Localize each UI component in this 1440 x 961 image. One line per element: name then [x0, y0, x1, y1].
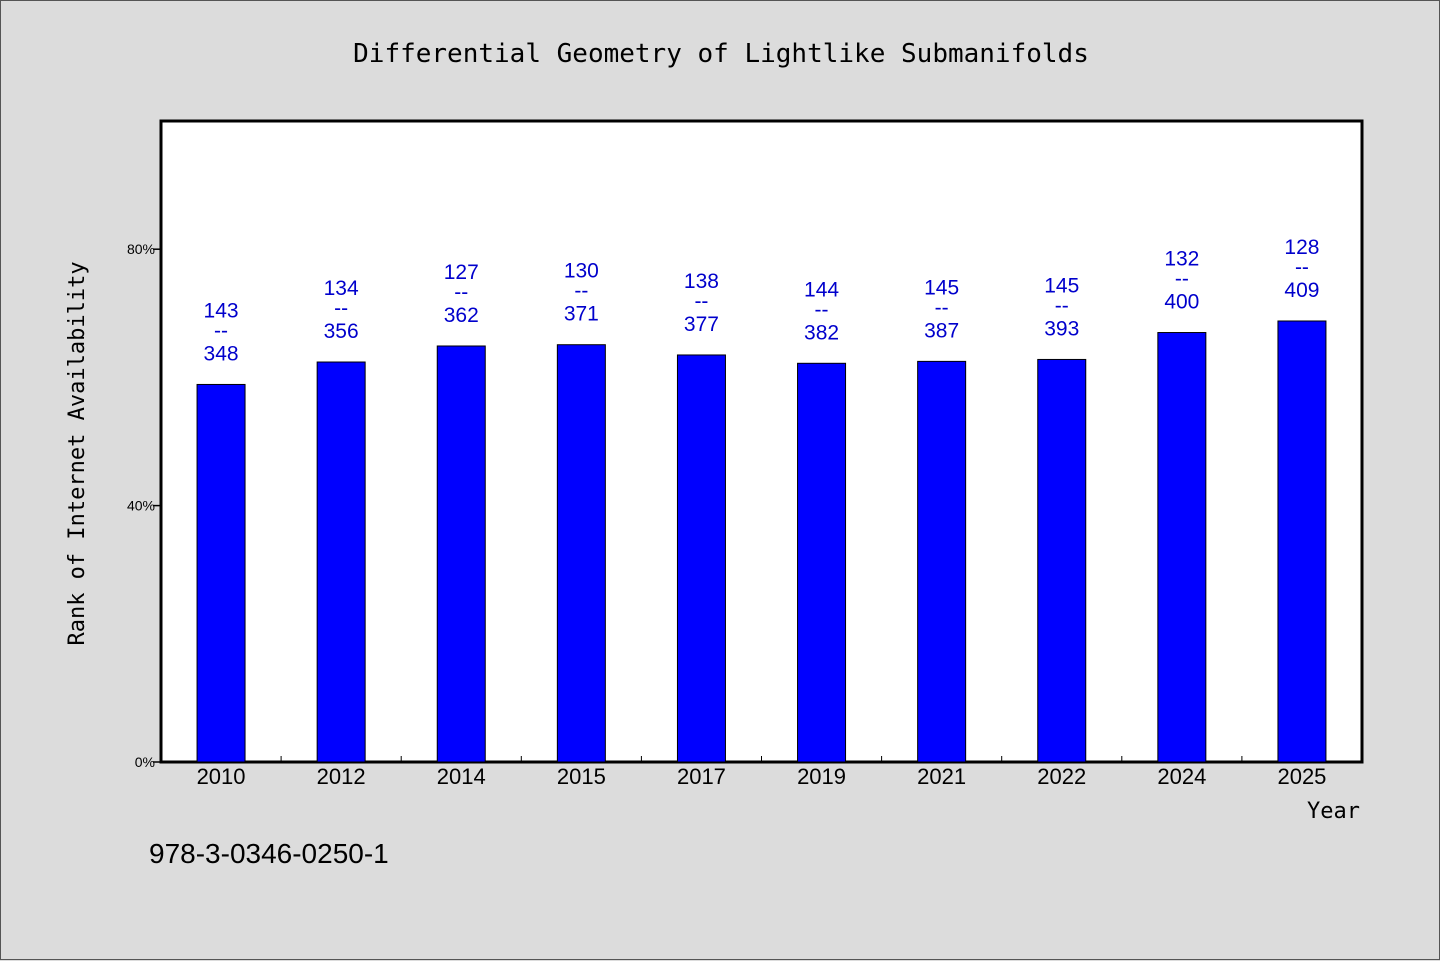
- bar-2025: [1277, 320, 1327, 763]
- bar-label-top: 143: [204, 299, 239, 322]
- y-tick-label: 40%: [127, 498, 155, 514]
- bar-label-bottom: 362: [444, 304, 479, 327]
- bar-label-bottom: 377: [684, 313, 719, 336]
- y-axis-title: Rank of Internet Availability: [65, 261, 90, 645]
- x-tick-label: 2012: [317, 764, 366, 789]
- bar-label-separator: --: [454, 281, 468, 304]
- bar-2024: [1157, 332, 1207, 763]
- x-tick-label: 2021: [917, 764, 966, 789]
- bar-label-separator: --: [574, 280, 588, 303]
- bar-2014: [436, 345, 486, 763]
- bar-2017: [676, 354, 726, 763]
- x-tick-label: 2014: [437, 764, 486, 789]
- bar-label-top: 138: [684, 270, 719, 293]
- x-tick-label: 2025: [1277, 764, 1326, 789]
- bar-2019: [797, 362, 847, 763]
- bar-label-separator: --: [334, 297, 348, 320]
- bar-label-bottom: 387: [924, 319, 959, 342]
- bar-label-top: 145: [924, 276, 959, 299]
- x-axis-title: Year: [1307, 799, 1360, 824]
- bar-label-separator: --: [935, 296, 949, 319]
- bar-label-bottom: 348: [204, 342, 239, 365]
- y-tick-label: 80%: [127, 241, 155, 257]
- bar-2015: [556, 344, 606, 763]
- bar-label-bottom: 409: [1284, 279, 1319, 302]
- chart-title: Differential Geometry of Lightlike Subma…: [353, 39, 1089, 69]
- bar-label-top: 145: [1044, 274, 1079, 297]
- bar-label-top: 134: [324, 277, 359, 300]
- bar-label-separator: --: [694, 290, 708, 313]
- bar-label-separator: --: [214, 319, 228, 342]
- bar-label-top: 128: [1284, 236, 1319, 259]
- bar-2022: [1037, 358, 1087, 763]
- bar-label-separator: --: [1295, 256, 1309, 279]
- x-tick-label: 2010: [197, 764, 246, 789]
- bar-label-top: 144: [804, 278, 839, 301]
- isbn-label: 978-3-0346-0250-1: [149, 838, 389, 869]
- bar-label-bottom: 393: [1044, 317, 1079, 340]
- y-axis: 0% 40% 80%: [127, 241, 161, 770]
- bar-label-bottom: 382: [804, 321, 839, 344]
- bar-label-bottom: 371: [564, 303, 599, 326]
- x-tick-label: 2015: [557, 764, 606, 789]
- bar-2012: [316, 361, 366, 763]
- bar-label-separator: --: [1055, 294, 1069, 317]
- x-tick-label: 2022: [1037, 764, 1086, 789]
- bar-label-bottom: 400: [1164, 291, 1199, 314]
- x-tick-label: 2017: [677, 764, 726, 789]
- bar-label-separator: --: [1175, 268, 1189, 291]
- bar-2010: [196, 383, 246, 763]
- bar-2021: [917, 360, 967, 763]
- y-tick-label: 0%: [135, 754, 155, 770]
- x-tick-label: 2019: [797, 764, 846, 789]
- x-axis: 2010 2012 2014 2015 2017 2019 2021 2022 2024 2025: [197, 756, 1326, 789]
- bar-label-top: 130: [564, 260, 599, 283]
- bar-label-separator: --: [815, 298, 829, 321]
- bars-layer: 143--348134--356127--362130--371138--377…: [196, 236, 1327, 763]
- x-tick-label: 2024: [1157, 764, 1206, 789]
- bar-label-top: 132: [1164, 248, 1199, 271]
- bar-label-bottom: 356: [324, 320, 359, 343]
- bar-label-top: 127: [444, 261, 479, 284]
